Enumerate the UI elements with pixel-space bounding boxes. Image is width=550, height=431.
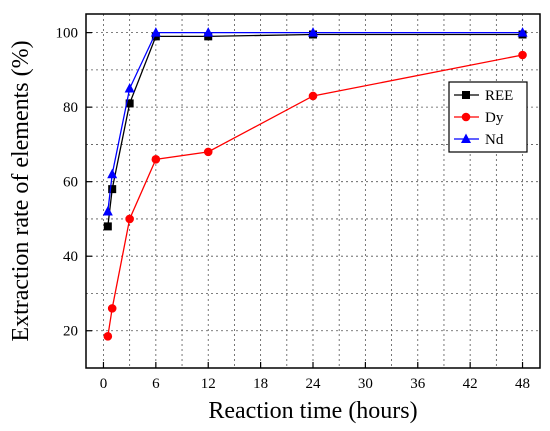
legend-entry-dy: Dy — [454, 110, 504, 126]
tick-labels: 0 6 12 18 24 30 36 42 48 20 40 60 80 100 — [56, 26, 531, 392]
x-tick-label: 36 — [410, 376, 426, 392]
data-point-dy — [203, 147, 213, 157]
grid — [86, 14, 540, 369]
x-tick-label: 24 — [306, 376, 322, 392]
x-axis-title: Reaction time (hours) — [208, 398, 417, 424]
data-point-dy — [308, 91, 318, 101]
data-point-nd — [517, 27, 528, 37]
y-tick-label: 80 — [63, 100, 78, 116]
legend-marker — [461, 112, 471, 122]
data-point-ree — [108, 185, 117, 194]
legend-entry-ree: REE — [454, 88, 513, 104]
data-point-nd — [308, 27, 318, 37]
y-tick-label: 100 — [56, 26, 79, 42]
x-tick-label: 30 — [358, 376, 373, 392]
legend-marker — [461, 133, 471, 143]
y-tick-label: 40 — [63, 249, 78, 265]
data-point-dy — [107, 304, 117, 313]
data-point-nd — [124, 83, 135, 93]
data-point-nd — [203, 27, 214, 37]
x-tick-label: 42 — [463, 376, 478, 392]
series-dy — [103, 50, 527, 341]
x-tick-label: 48 — [515, 376, 530, 392]
data-point-dy — [151, 155, 161, 164]
x-tick-label: 6 — [152, 376, 160, 392]
legend: REE Dy Nd — [448, 81, 528, 153]
y-tick-label: 20 — [63, 324, 78, 340]
series — [102, 27, 528, 341]
x-tick-label: 18 — [253, 376, 268, 392]
data-point-ree — [125, 99, 134, 108]
legend-entry-nd: Nd — [454, 132, 504, 148]
data-point-dy — [518, 50, 527, 60]
legend-label: Nd — [485, 132, 504, 148]
ticks — [86, 32, 524, 368]
data-point-dy — [125, 214, 134, 224]
data-point-dy — [103, 332, 113, 341]
legend-marker — [462, 91, 470, 99]
data-point-nd — [102, 205, 113, 216]
y-axis-title: Extraction rate of elements (%) — [8, 40, 34, 341]
x-tick-label: 12 — [201, 376, 216, 392]
series-nd — [102, 27, 528, 216]
data-point-nd — [107, 168, 118, 179]
legend-label: REE — [485, 88, 513, 104]
y-tick-label: 60 — [63, 175, 78, 191]
data-point-nd — [150, 27, 161, 37]
data-point-ree — [103, 222, 112, 231]
x-tick-label: 0 — [100, 376, 108, 392]
legend-label: Dy — [485, 110, 504, 126]
